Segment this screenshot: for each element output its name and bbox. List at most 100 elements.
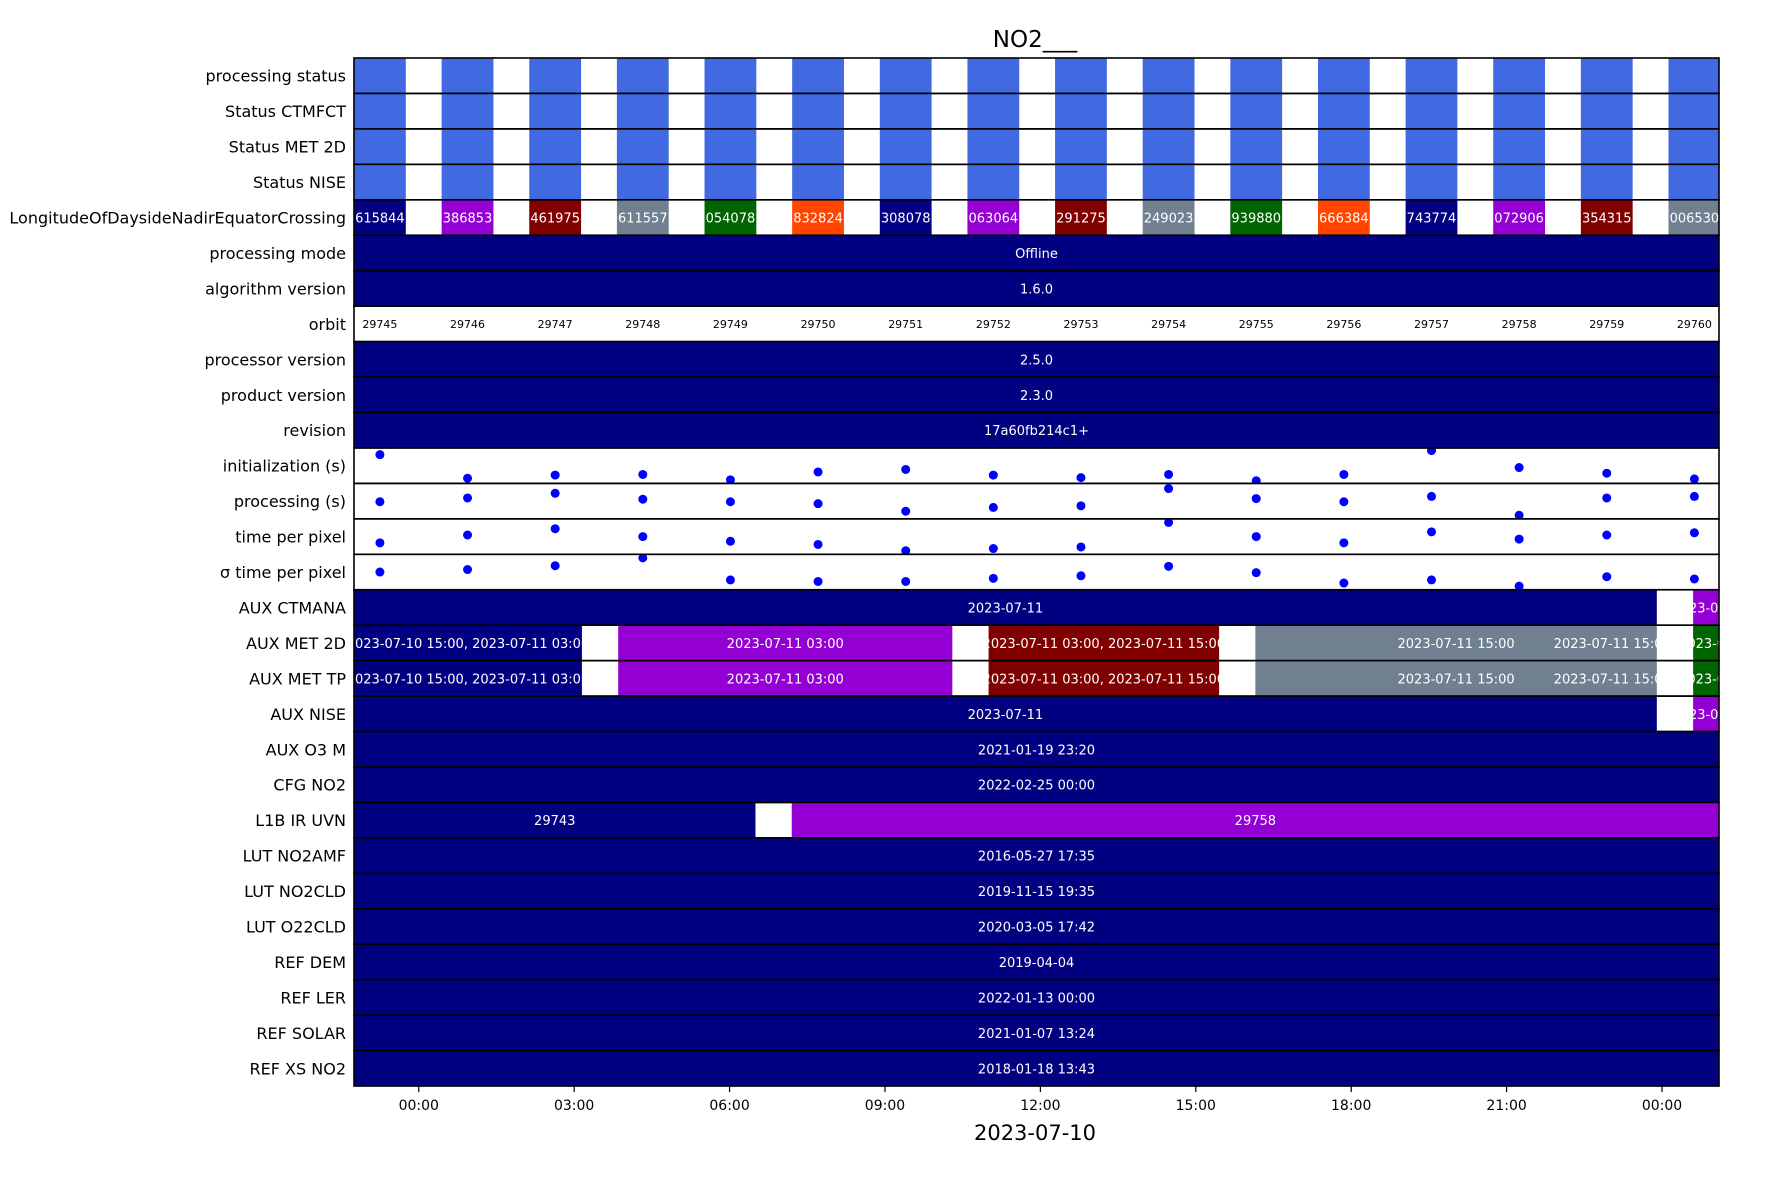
status-block: [704, 164, 757, 200]
data-point: [1602, 530, 1612, 540]
status-block: [1668, 128, 1719, 165]
row-label: AUX MET 2D: [246, 634, 346, 653]
row-label: LUT NO2CLD: [244, 882, 346, 901]
row-content: 2.3.0: [354, 377, 1719, 413]
span-segment: [354, 625, 582, 661]
status-block: [967, 93, 1020, 129]
segment-label: 2023-07-11 15:00, 2023-07-12 03:00: [1554, 637, 1771, 652]
block-value: 666384: [1319, 212, 1369, 227]
status-block: [1668, 164, 1719, 200]
data-point: [1251, 568, 1261, 578]
x-tick-label: 15:00: [1176, 1098, 1216, 1114]
status-block: [1317, 93, 1370, 129]
status-block: [1580, 128, 1633, 165]
row-label: LUT O22CLD: [246, 918, 346, 937]
status-block: [1668, 93, 1719, 129]
row-content: [375, 554, 1699, 590]
segment-label: 2021-01-19 23:20: [978, 743, 1095, 758]
segment-label: Offline: [1015, 247, 1058, 262]
row-28: 2018-01-18 13:43 REF XS NO2: [250, 1049, 1720, 1087]
row-label: L1B IR UVN: [255, 811, 346, 830]
row-label: σ time per pixel: [220, 563, 346, 582]
status-block: [1230, 93, 1283, 129]
data-point: [1689, 528, 1699, 538]
span-segment: [1693, 660, 1719, 697]
status-block: [616, 164, 669, 200]
rows-group: processing status Status CTMFCT Status MET…: [9, 57, 1771, 1087]
segment-label: 2.5.0: [1020, 353, 1053, 368]
orbit-number: 29749: [713, 318, 748, 331]
data-point: [375, 450, 385, 460]
segment-label: 2023-07-11 03:00: [727, 672, 844, 687]
data-point: [463, 493, 473, 503]
orbit-number: 29759: [1589, 318, 1624, 331]
block-value: 461975: [530, 212, 580, 227]
segment-label: 2023-07-11: [968, 601, 1044, 616]
segment-label: 2021-01-07 13:24: [978, 1027, 1095, 1042]
status-block: [616, 128, 669, 165]
status-block: [792, 128, 844, 165]
row-label: processing status: [206, 67, 346, 86]
span-segment: [354, 235, 1719, 271]
data-point: [638, 469, 648, 479]
block-value: 308078: [881, 212, 931, 227]
row-content: 2.5.0: [354, 341, 1719, 378]
segment-label: 2023-07-11 03:00, 2023-07-11 15:00: [983, 637, 1226, 652]
block-value: 832824: [793, 212, 843, 227]
row-12: processing (s): [234, 482, 1720, 520]
row-16: 2023-07-10 15:00, 2023-07-11 03:00 2023-0…: [246, 624, 1771, 662]
row-content: 2023-07-10 15:00, 2023-07-11 03:00 2023-0…: [347, 660, 1719, 697]
data-point: [1076, 501, 1086, 511]
span-segment: [618, 660, 953, 697]
row-label: CFG NO2: [273, 776, 346, 795]
status-block: [967, 128, 1020, 165]
status-block: [529, 93, 582, 129]
row-label: initialization (s): [223, 457, 346, 476]
data-point: [1339, 578, 1349, 588]
row-content: [375, 518, 1699, 555]
data-point: [1339, 469, 1349, 479]
span-segment: [1693, 589, 1719, 626]
row-26: 2022-01-13 00:00 REF LER: [280, 978, 1720, 1016]
data-point: [1514, 510, 1524, 519]
data-point: [1514, 463, 1524, 473]
data-point: [638, 554, 648, 563]
span-segment: [354, 1015, 1719, 1051]
x-tick-label: 18:00: [1331, 1098, 1371, 1114]
span-segment: [354, 731, 1719, 767]
status-block: [616, 58, 669, 94]
span-segment: [988, 625, 1220, 661]
row-content: 2022-01-13 00:00: [354, 979, 1719, 1016]
orbit-number: 29758: [1502, 318, 1537, 331]
segment-label: 29758: [1235, 814, 1276, 829]
row-0: processing status: [206, 57, 1720, 95]
status-block: [1580, 58, 1633, 94]
block-value: 615844: [355, 212, 405, 227]
row-border: [353, 482, 1720, 520]
status-block: [1230, 199, 1283, 236]
status-block: [704, 93, 757, 129]
segment-label: 2023-07-10 15:00, 2023-07-11 03:00: [347, 637, 590, 652]
row-label: product version: [221, 386, 346, 405]
segment-label: 17a60fb214c1+: [984, 424, 1089, 439]
span-segment: [1693, 625, 1719, 661]
span-segment: [354, 908, 1719, 945]
status-block: [792, 58, 844, 94]
row-27: 2021-01-07 13:24 REF SOLAR: [256, 1014, 1720, 1052]
span-segment: [354, 1050, 1719, 1087]
row-content: 2021-01-07 13:24: [354, 1015, 1719, 1051]
row-content: Offline: [354, 235, 1719, 271]
row-content: 2023-07-10 15:00, 2023-07-11 03:00 2023-0…: [347, 625, 1771, 661]
status-block: [1493, 128, 1546, 165]
data-point: [1164, 469, 1174, 479]
data-point: [1602, 572, 1612, 582]
data-point: [725, 575, 735, 585]
row-20: 2022-02-25 00:00 CFG NO2: [273, 766, 1720, 804]
data-point: [1689, 574, 1699, 584]
row-25: 2019-04-04 REF DEM: [274, 943, 1720, 981]
span-segment: [354, 837, 1719, 874]
data-point: [550, 524, 560, 534]
status-block: [1230, 164, 1283, 200]
segment-label: 2023-07-10 15:00, 2023-07-11 03:00: [347, 672, 590, 687]
span-segment: [618, 625, 953, 661]
